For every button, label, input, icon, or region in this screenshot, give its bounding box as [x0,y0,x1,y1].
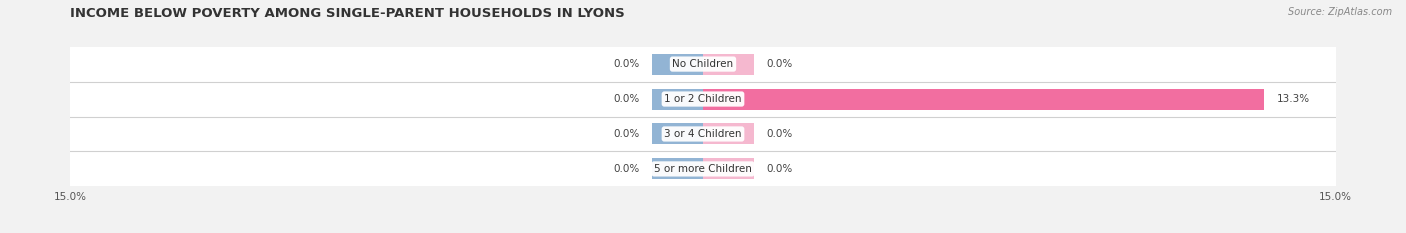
Text: No Children: No Children [672,59,734,69]
Text: 0.0%: 0.0% [613,164,640,174]
Text: 13.3%: 13.3% [1277,94,1310,104]
Text: 5 or more Children: 5 or more Children [654,164,752,174]
Bar [703,123,754,144]
Text: 1 or 2 Children: 1 or 2 Children [664,94,742,104]
Text: 3 or 4 Children: 3 or 4 Children [664,129,742,139]
Text: 0.0%: 0.0% [613,59,640,69]
Bar [652,89,703,110]
Text: 0.0%: 0.0% [613,129,640,139]
Text: 0.0%: 0.0% [613,94,640,104]
Text: 0.0%: 0.0% [766,59,793,69]
Bar [652,54,703,75]
Bar [70,116,1336,151]
Text: Source: ZipAtlas.com: Source: ZipAtlas.com [1288,7,1392,17]
Bar [652,158,703,179]
Bar [70,151,1336,186]
Bar [70,47,1336,82]
Bar [652,123,703,144]
Bar [703,89,1264,110]
Text: INCOME BELOW POVERTY AMONG SINGLE-PARENT HOUSEHOLDS IN LYONS: INCOME BELOW POVERTY AMONG SINGLE-PARENT… [70,7,626,20]
Bar [70,82,1336,116]
Text: 0.0%: 0.0% [766,129,793,139]
Bar [703,54,754,75]
Bar [703,158,754,179]
Text: 0.0%: 0.0% [766,164,793,174]
